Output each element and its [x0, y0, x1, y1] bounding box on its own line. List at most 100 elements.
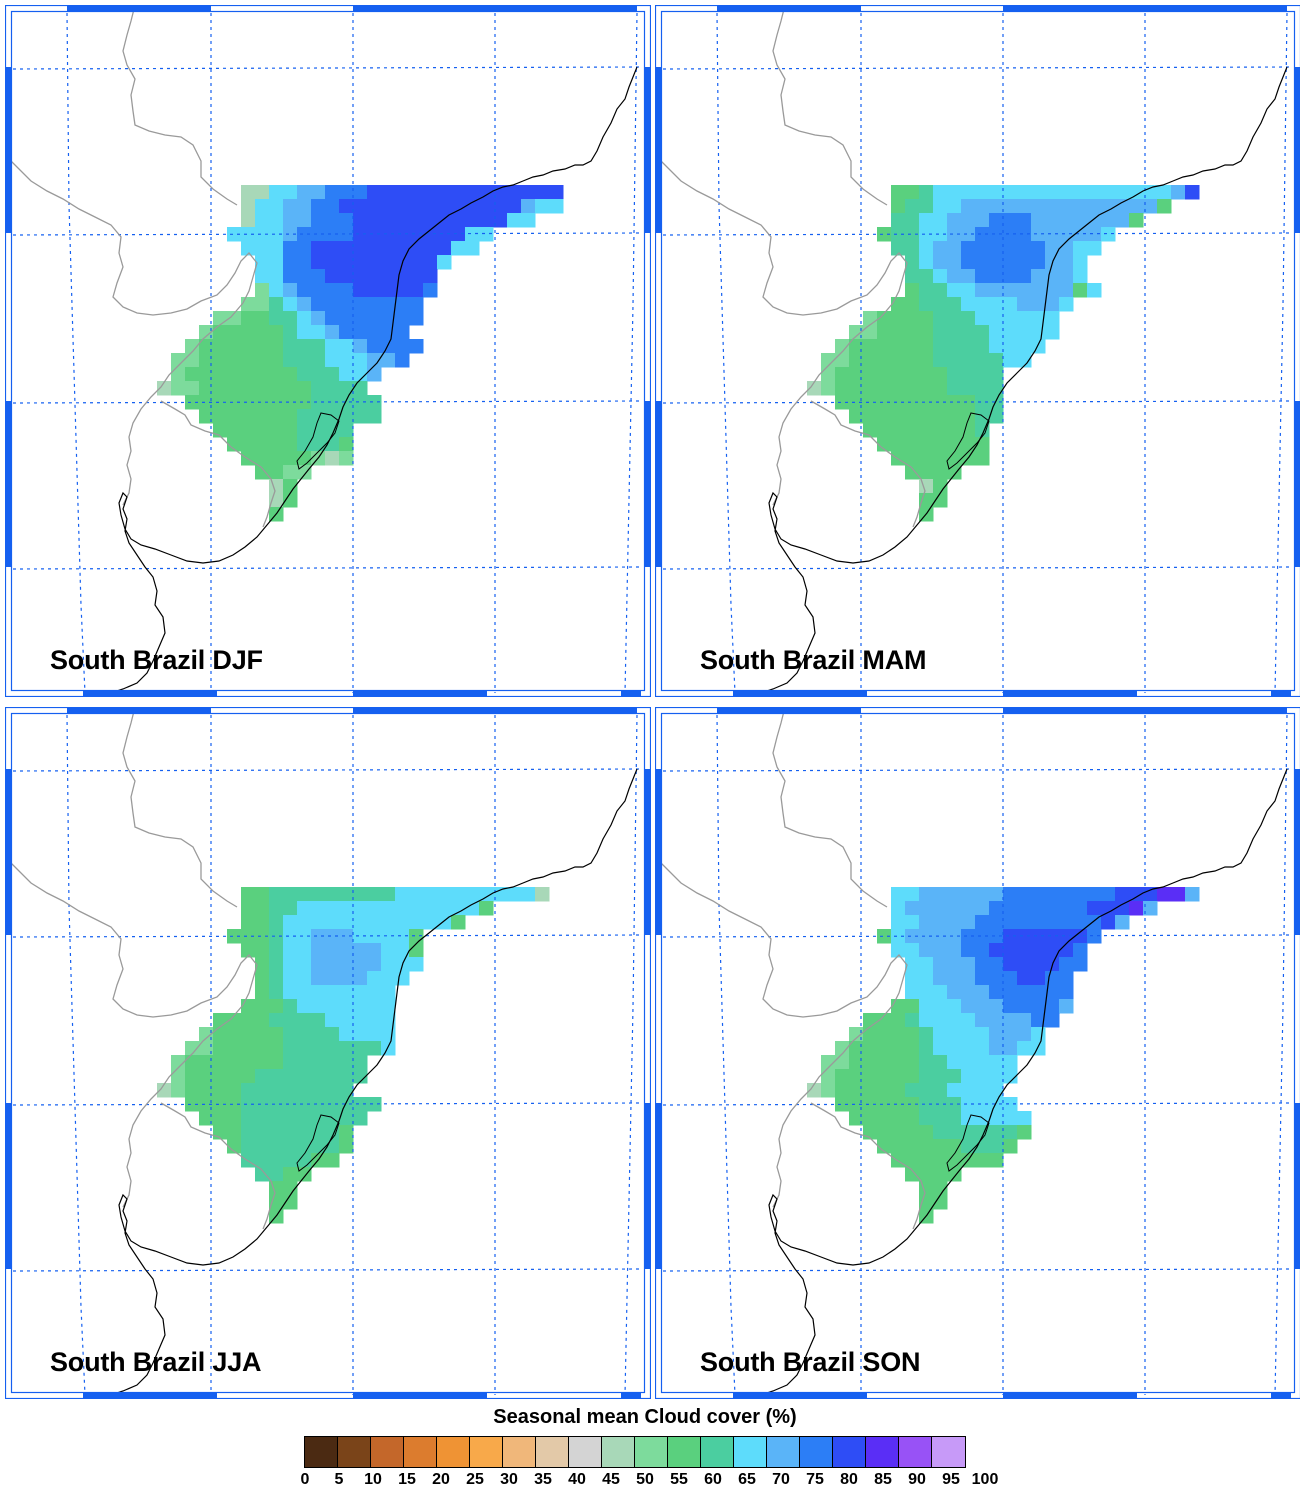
grid-cell: [381, 283, 396, 298]
grid-cell: [311, 367, 326, 382]
grid-cell: [905, 1069, 920, 1084]
grid-cell: [989, 985, 1004, 1000]
colorbar-swatch: [668, 1437, 701, 1467]
grid-cell: [961, 437, 976, 452]
grid-cell: [1115, 199, 1130, 214]
grid-cell: [961, 297, 976, 312]
grid-cell: [549, 185, 564, 200]
grid-cell: [1031, 185, 1046, 200]
grid-cell: [325, 269, 340, 284]
grid-cell: [891, 1111, 906, 1126]
grid-cell: [311, 269, 326, 284]
grid-cell: [919, 1055, 934, 1070]
grid-cell: [269, 1083, 284, 1098]
frame-tick: [67, 707, 211, 713]
grid-cell: [297, 381, 312, 396]
grid-cell: [297, 1111, 312, 1126]
grid-cell: [1003, 199, 1018, 214]
grid-cell: [1045, 915, 1060, 930]
grid-cell: [367, 297, 382, 312]
grid-cell: [919, 1041, 934, 1056]
grid-cell: [311, 381, 326, 396]
grid-cell: [353, 199, 368, 214]
grid-cell: [891, 1125, 906, 1140]
grid-cell: [961, 213, 976, 228]
grid-cell: [311, 199, 326, 214]
grid-cell: [213, 1125, 228, 1140]
grid-cell: [255, 1055, 270, 1070]
grid-cell: [863, 367, 878, 382]
grid-cell: [297, 985, 312, 1000]
grid-cell: [227, 1125, 242, 1140]
grid-cell: [1017, 339, 1032, 354]
grid-cell: [989, 339, 1004, 354]
grid-cell: [213, 325, 228, 340]
grid-cell: [283, 185, 298, 200]
grid-cell: [989, 1083, 1004, 1098]
grid-cell: [283, 1111, 298, 1126]
grid-cell: [241, 339, 256, 354]
grid-cell: [1003, 1139, 1018, 1154]
grid-cell: [423, 269, 438, 284]
grid-cell: [297, 241, 312, 256]
grid-cell: [1157, 199, 1172, 214]
grid-cell: [975, 957, 990, 972]
frame-tick: [67, 5, 211, 11]
grid-cell: [311, 1083, 326, 1098]
grid-cell: [933, 985, 948, 1000]
grid-cell: [269, 185, 284, 200]
grid-cell: [975, 325, 990, 340]
grid-cell: [381, 297, 396, 312]
grid-cell: [961, 1083, 976, 1098]
grid-cell: [989, 1027, 1004, 1042]
grid-cell: [947, 241, 962, 256]
grid-cell: [905, 901, 920, 916]
grid-cell: [905, 367, 920, 382]
grid-cell: [409, 255, 424, 270]
grid-cell: [919, 1027, 934, 1042]
grid-cell: [367, 901, 382, 916]
grid-cell: [227, 381, 242, 396]
grid-cell: [227, 1069, 242, 1084]
colorbar-tick-label: 50: [636, 1471, 654, 1489]
frame-tick: [733, 691, 867, 697]
colorbar-tick-label: 20: [432, 1471, 450, 1489]
grid-cell: [1171, 887, 1186, 902]
grid-cell: [521, 199, 536, 214]
grid-cell: [975, 1153, 990, 1168]
grid-cell: [1059, 199, 1074, 214]
grid-cell: [1017, 199, 1032, 214]
grid-cell: [283, 1153, 298, 1168]
grid-cell: [339, 381, 354, 396]
grid-cell: [1031, 1041, 1046, 1056]
grid-cell: [269, 311, 284, 326]
grid-cell: [353, 1013, 368, 1028]
grid-cell: [989, 971, 1004, 986]
grid-cell: [1017, 1111, 1032, 1126]
grid-cell: [975, 1013, 990, 1028]
grid-cell: [933, 283, 948, 298]
grid-cell: [297, 1083, 312, 1098]
frame-tick: [1003, 5, 1287, 11]
grid-cell: [1101, 915, 1116, 930]
grid-cell: [989, 1153, 1004, 1168]
grid-cell: [1045, 213, 1060, 228]
grid-cell: [185, 1083, 200, 1098]
grid-cell: [311, 339, 326, 354]
grid-cell: [297, 1027, 312, 1042]
grid-cell: [409, 957, 424, 972]
grid-cell: [961, 185, 976, 200]
grid-cell: [255, 943, 270, 958]
grid-cell: [437, 255, 452, 270]
frame-tick: [5, 401, 11, 567]
grid-cell: [961, 1069, 976, 1084]
grid-cell: [975, 1041, 990, 1056]
grid-cell: [255, 1013, 270, 1028]
grid-cell: [311, 353, 326, 368]
grid-cell: [961, 1139, 976, 1154]
grid-cell: [381, 213, 396, 228]
grid-cell: [877, 353, 892, 368]
grid-cell: [975, 999, 990, 1014]
grid-cell: [325, 957, 340, 972]
grid-cell: [353, 353, 368, 368]
